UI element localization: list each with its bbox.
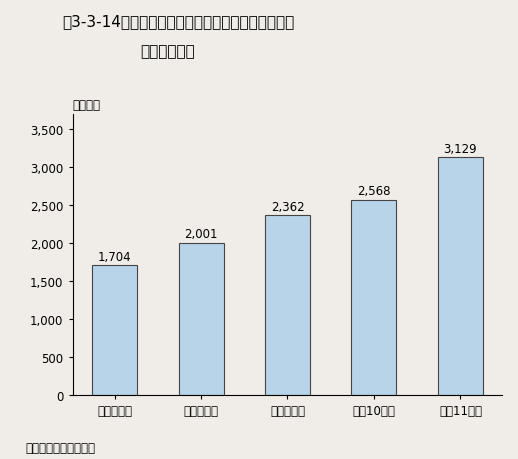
Bar [179, 243, 223, 395]
Text: （件数）: （件数） [73, 99, 100, 112]
Text: 1,704: 1,704 [98, 250, 132, 263]
Text: 第3-3-14図　国立大学等と民間等との共同研究の実: 第3-3-14図 国立大学等と民間等との共同研究の実 [62, 14, 294, 29]
Bar [265, 216, 310, 395]
Text: 3,129: 3,129 [443, 142, 477, 155]
Text: 2,568: 2,568 [357, 185, 391, 198]
Bar [438, 158, 483, 395]
Text: 2,001: 2,001 [184, 228, 218, 241]
Text: 資料：文部科学省調べ: 資料：文部科学省調べ [26, 442, 96, 454]
Bar [352, 201, 396, 395]
Text: 2,362: 2,362 [271, 201, 304, 213]
Text: 施件数の推移: 施件数の推移 [140, 44, 195, 59]
Bar [92, 266, 137, 395]
